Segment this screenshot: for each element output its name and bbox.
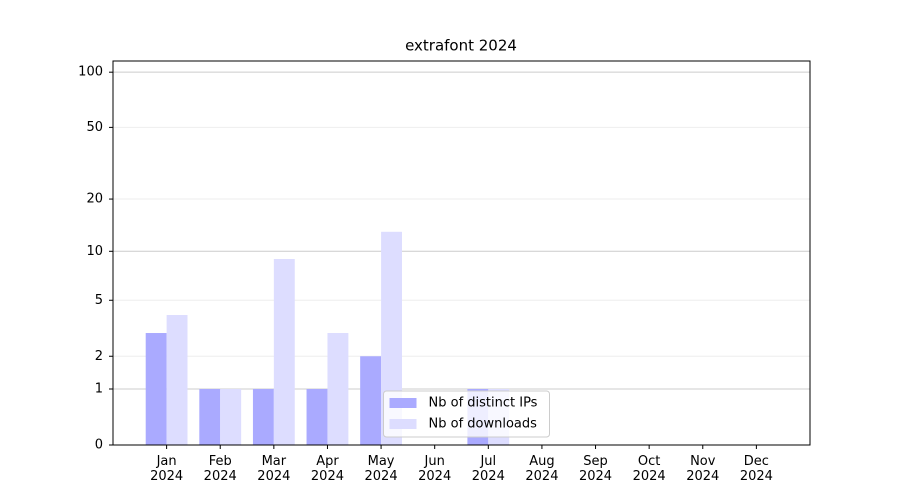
bar <box>273 258 295 445</box>
x-tick-label: Jun 2024 <box>418 454 452 484</box>
bar <box>220 389 242 445</box>
chart-title: extrafont 2024 <box>405 37 517 55</box>
bar <box>360 356 382 445</box>
x-tick-label: Dec 2024 <box>739 454 773 484</box>
x-tick-label: Aug 2024 <box>525 454 559 484</box>
y-tick-label: 50 <box>86 120 103 135</box>
bar <box>306 389 328 445</box>
x-tick-label: Jan 2024 <box>150 454 184 484</box>
legend: Nb of distinct IPs Nb of downloads <box>383 390 550 438</box>
bar <box>199 389 221 445</box>
x-tick-label: Sep 2024 <box>578 454 613 484</box>
x-tick-label: Oct 2024 <box>632 454 666 484</box>
y-tick-label: 20 <box>86 192 103 207</box>
y-tick-label: 100 <box>78 65 103 80</box>
bar <box>166 314 188 445</box>
x-tick-label: Mar 2024 <box>257 454 291 484</box>
legend-label: Nb of distinct IPs <box>429 396 538 411</box>
y-tick-label: 1 <box>95 382 103 397</box>
legend-swatch <box>389 419 417 429</box>
legend-swatch <box>389 398 417 408</box>
legend-box <box>383 390 550 438</box>
y-tick-label: 2 <box>95 349 103 364</box>
x-tick-label: May 2024 <box>364 454 398 484</box>
bar <box>252 389 274 445</box>
bar <box>327 333 349 445</box>
bar <box>145 333 167 445</box>
y-tick-label: 0 <box>95 438 103 453</box>
x-tick-label: Feb 2024 <box>203 454 237 484</box>
plot-frame <box>112 60 811 446</box>
x-tick-label: Apr 2024 <box>310 454 344 484</box>
y-tick-label: 5 <box>95 293 103 308</box>
x-tick-label: Jul 2024 <box>471 454 505 484</box>
y-tick-label: 10 <box>86 244 103 259</box>
legend-label: Nb of downloads <box>429 417 538 432</box>
x-tick-label: Nov 2024 <box>686 454 720 484</box>
